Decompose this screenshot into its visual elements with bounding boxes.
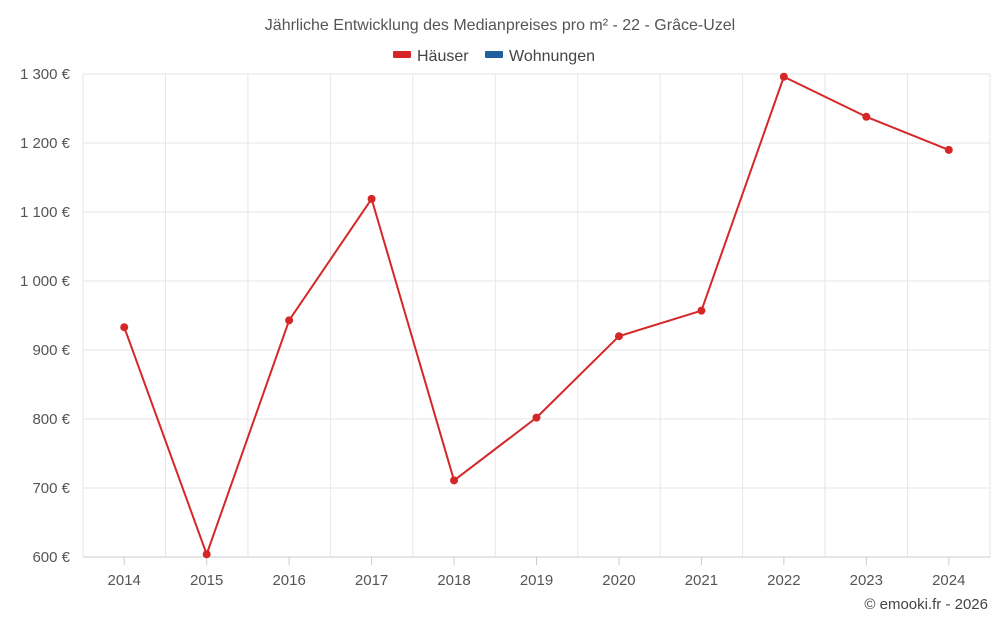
y-tick-label: 600 € [32,549,70,566]
data-point-2017[interactable] [367,194,376,203]
legend-label-wohnungen: Wohnungen [509,48,595,65]
y-tick-label: 1 300 € [20,66,71,83]
data-point-2024[interactable] [944,145,953,154]
grid [82,73,991,557]
y-tick-label: 700 € [32,480,70,497]
x-tick-label: 2021 [685,572,718,589]
y-axis: 600 € 700 € 800 € 900 € 1 000 € 1 100 € 1 200 … [20,66,71,566]
data-point-2021[interactable] [697,306,706,315]
data-point-2015[interactable] [202,550,211,559]
x-tick-label: 2024 [932,572,965,589]
x-tick-label: 2018 [437,572,470,589]
y-tick-label: 1 100 € [20,204,71,221]
data-point-2023[interactable] [862,112,871,121]
x-tick-label: 2014 [108,572,141,589]
x-tick-label: 2022 [767,572,800,589]
x-tick-label: 2019 [520,572,553,589]
x-tick-label: 2015 [190,572,223,589]
credit: © emooki.fr - 2026 [864,596,988,613]
y-tick-label: 900 € [32,342,70,359]
y-tick-label: 800 € [32,411,70,428]
chart-title: Jährliche Entwicklung des Medianpreises … [265,17,735,34]
data-point-2022[interactable] [779,72,788,81]
y-tick-label: 1 000 € [20,273,71,290]
x-tick-label: 2023 [850,572,883,589]
x-tick-label: 2016 [272,572,305,589]
y-tick-label: 1 200 € [20,135,71,152]
data-point-2019[interactable] [532,413,541,422]
data-point-2014[interactable] [120,323,129,332]
legend-item-haeuser[interactable]: Häuser [393,48,469,65]
legend-label-haeuser: Häuser [417,48,469,65]
legend-swatch-haeuser [393,51,411,58]
x-axis: 2014 2015 2016 2017 2018 2019 2020 2021 2022 2023… [83,556,990,589]
x-tick-label: 2017 [355,572,388,589]
series-haeuser [120,72,953,559]
legend-swatch-wohnungen [485,51,503,58]
data-point-2018[interactable] [450,476,459,485]
x-tick-label: 2020 [602,572,635,589]
legend-item-wohnungen[interactable]: Wohnungen [485,48,595,65]
data-point-2016[interactable] [285,316,294,325]
data-point-2020[interactable] [614,332,623,341]
legend: Häuser Wohnungen [393,48,595,65]
